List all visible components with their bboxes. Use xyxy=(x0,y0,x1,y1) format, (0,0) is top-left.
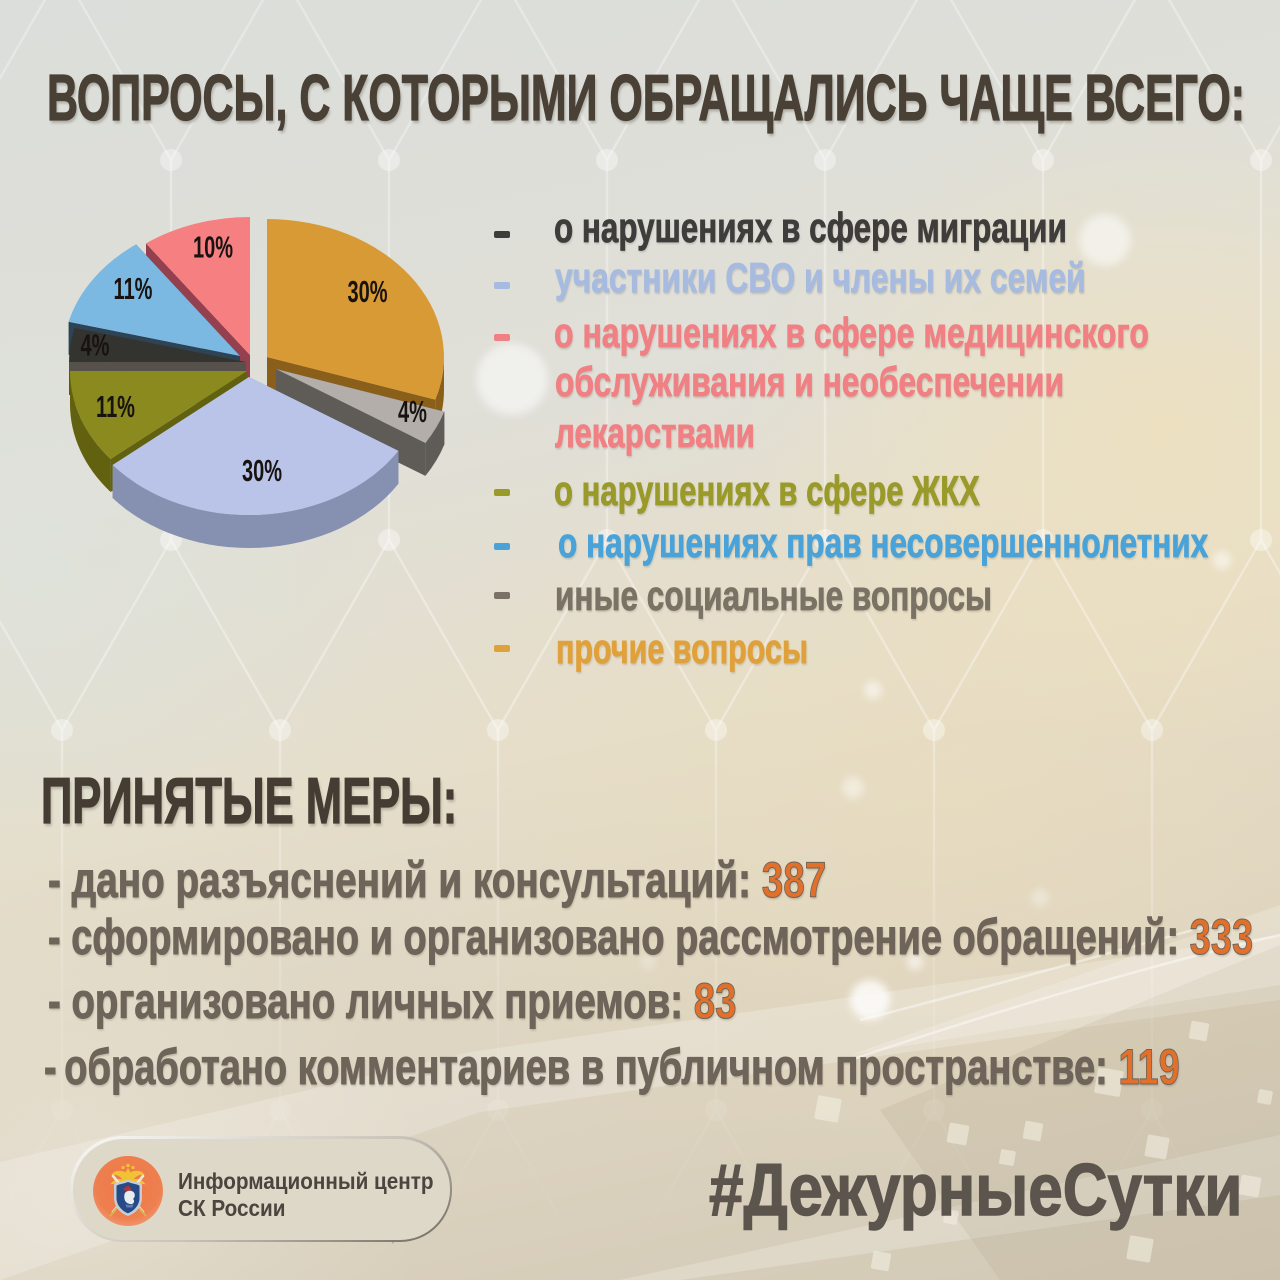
svg-text:4%: 4% xyxy=(81,327,110,363)
svg-text:11%: 11% xyxy=(114,271,153,307)
svg-text:4%: 4% xyxy=(398,394,427,430)
svg-text:10%: 10% xyxy=(193,229,233,265)
svg-text:30%: 30% xyxy=(242,453,282,489)
svg-text:30%: 30% xyxy=(347,274,387,310)
svg-text:11%: 11% xyxy=(96,389,135,425)
